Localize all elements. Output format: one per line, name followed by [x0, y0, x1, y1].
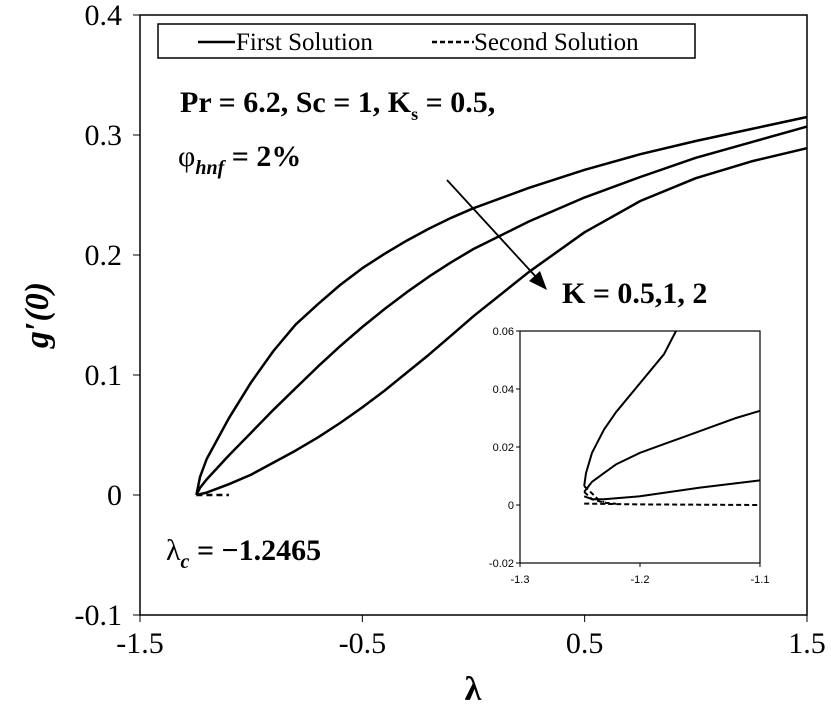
inset-y-tick-label: 0.06 — [493, 326, 514, 338]
main-y-tick-label: 0.4 — [85, 0, 123, 32]
main-x-tick-label: 1.5 — [788, 627, 826, 660]
main-x-tick-label: -1.5 — [116, 627, 164, 660]
main-y-tick-label: 0.1 — [85, 359, 123, 392]
inset-y-tick-label: -0.02 — [489, 558, 514, 570]
main-first-solution-k2-line — [196, 146, 808, 497]
main-series — [195, 115, 808, 497]
main-x-tick-label: -0.5 — [339, 627, 387, 660]
k-trend-arrowhead — [529, 271, 547, 290]
main-x-tick-label: 0.5 — [566, 627, 604, 660]
main-first-solution-k0_5-line — [195, 115, 808, 496]
inset-y-tick-label: 0 — [508, 500, 514, 512]
inset-y-tick-label: 0.04 — [493, 384, 514, 396]
legend-first-label: First Solution — [236, 29, 373, 56]
main-y-tick-label: 0 — [107, 479, 122, 512]
main-y-tick-label: 0.2 — [85, 239, 123, 272]
inset-first-solution-k0_5-line — [583, 330, 677, 487]
k-values-annotation: K = 0.5,1, 2 — [562, 277, 707, 310]
main-first-solution-k1-line — [195, 125, 808, 496]
lambda-c-annotation: λc = −1.2465 — [166, 534, 321, 573]
inset-x-tick-label: -1.1 — [751, 574, 770, 586]
legend: First Solution Second Solution — [157, 23, 696, 59]
params-annotation-line1: Pr = 6.2, Sc = 1, Ks = 0.5, — [180, 86, 495, 124]
legend-box — [157, 23, 696, 59]
k-trend-arrow — [446, 179, 538, 279]
inset-y-tick-label: 0.02 — [493, 442, 514, 454]
inset-x-tick-label: -1.2 — [631, 574, 650, 586]
inset-plot-frame — [519, 330, 761, 564]
inset-second-solution-k1-line — [583, 491, 617, 505]
inset-ticks: -1.3 -1.2 -1.1 -0.02 0 0.02 0.04 0.06 — [489, 326, 770, 586]
main-ticks: -1.5 -0.5 0.5 1.5 -0.1 0 0.1 0.2 0.3 0.4 — [75, 0, 826, 660]
y-axis-label: g′(0) — [19, 282, 56, 349]
x-axis-label: λ — [465, 671, 482, 708]
inset-first-solution-k1-line — [583, 409, 761, 493]
inset-x-tick-label: -1.3 — [511, 574, 530, 586]
legend-second-label: Second Solution — [474, 29, 639, 56]
main-y-tick-label: -0.1 — [75, 599, 123, 632]
main-y-tick-label: 0.3 — [85, 119, 123, 152]
inset-series — [583, 330, 761, 506]
params-annotation-line2: φhnf = 2% — [178, 140, 301, 179]
